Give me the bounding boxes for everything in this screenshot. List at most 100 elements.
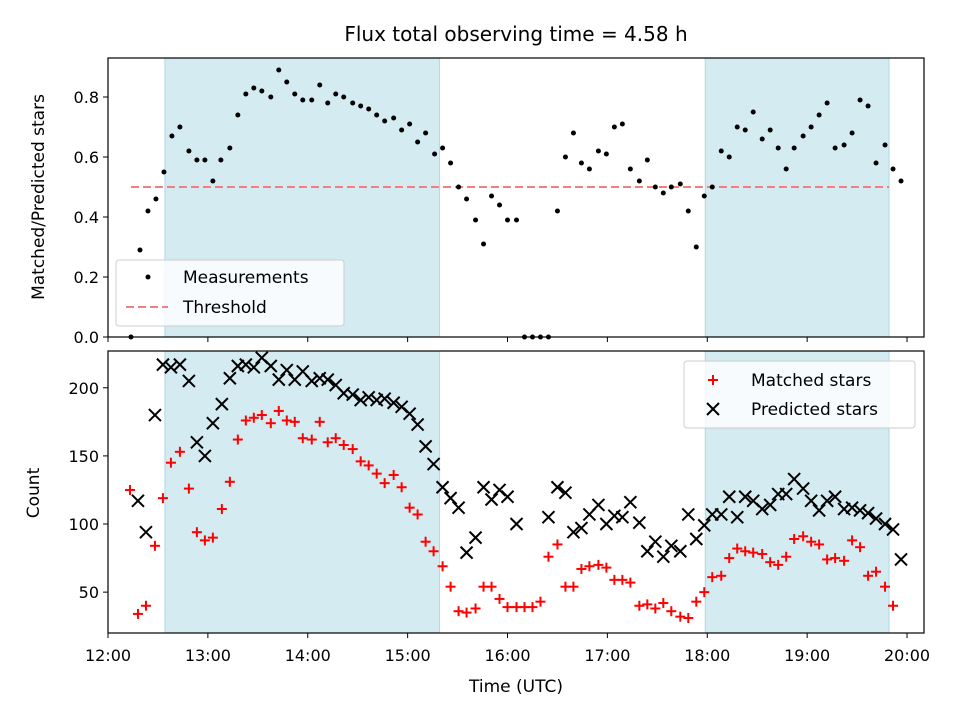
- measurement-point: [562, 154, 568, 160]
- matched-star-point: [798, 531, 809, 542]
- measurement-point: [489, 193, 495, 199]
- predicted-star-point: [386, 396, 401, 410]
- matched-star-point: [880, 581, 891, 592]
- top-y-tick-label: 0.4: [74, 208, 99, 227]
- matched-star-point: [724, 553, 735, 564]
- matched-star-point: [404, 502, 415, 513]
- measurement-point: [898, 178, 904, 184]
- predicted-star-point: [476, 480, 491, 494]
- matched-star-point: [871, 566, 882, 577]
- measurement-point: [505, 217, 511, 223]
- measurement-point: [824, 100, 830, 106]
- matched-star-point: [527, 602, 538, 613]
- predicted-star-point: [591, 498, 606, 512]
- predicted-star-point: [722, 490, 736, 504]
- measurement-point: [783, 166, 789, 172]
- predicted-star-point: [886, 522, 900, 537]
- matched-star-point: [494, 593, 505, 604]
- measurement-point: [513, 217, 519, 223]
- predicted-star-point: [566, 525, 581, 539]
- measurement-point: [685, 208, 691, 214]
- matched-star-point: [330, 433, 341, 444]
- matched-star-point: [699, 587, 710, 598]
- predicted-stars-series: [131, 351, 908, 567]
- measurement-point: [309, 97, 315, 103]
- matched-star-point: [806, 536, 817, 547]
- matched-star-point: [199, 535, 210, 546]
- bottom-x-tick-label: 14:00: [285, 646, 331, 665]
- matched-star-point: [453, 606, 464, 617]
- predicted-star-point: [484, 492, 499, 507]
- matched-star-point: [650, 603, 661, 614]
- matched-star-point: [765, 557, 776, 568]
- measurement-point: [890, 166, 896, 172]
- matched-stars-series: [124, 405, 899, 624]
- predicted-star-point: [247, 360, 261, 375]
- legend-predicted-label: Predicted stars: [751, 400, 878, 420]
- matched-star-point: [157, 493, 168, 504]
- bottom-x-tick-label: 20:00: [884, 646, 930, 665]
- measurement-point: [677, 181, 683, 187]
- matched-star-point: [149, 540, 160, 551]
- predicted-star-point: [558, 485, 573, 500]
- measurement-point: [227, 145, 233, 151]
- measurement-point: [423, 130, 429, 136]
- predicted-star-point: [156, 357, 170, 372]
- predicted-star-point: [345, 387, 360, 402]
- predicted-star-point: [410, 417, 425, 432]
- predicted-star-point: [828, 490, 842, 504]
- predicted-star-point: [305, 374, 319, 388]
- predicted-star-point: [853, 503, 867, 518]
- matched-star-point: [396, 482, 407, 493]
- predicted-star-point: [131, 494, 145, 508]
- matched-star-point: [273, 405, 284, 416]
- predicted-star-point: [509, 517, 524, 531]
- measurement-point: [636, 178, 642, 184]
- predicted-star-point: [468, 530, 483, 545]
- measurement-point: [882, 142, 888, 148]
- measurement-point: [243, 91, 249, 97]
- predicted-star-point: [182, 374, 196, 388]
- measurement-point: [137, 247, 143, 253]
- predicted-star-point: [673, 544, 688, 558]
- matched-star-point: [707, 572, 718, 583]
- matched-star-point: [420, 536, 431, 547]
- measurement-point: [391, 115, 397, 121]
- matched-star-point: [216, 504, 227, 515]
- matched-star-point: [593, 559, 604, 570]
- measurement-point: [750, 109, 756, 115]
- predicted-star-point: [878, 517, 892, 531]
- measurement-point: [145, 208, 151, 214]
- bottom-x-tick-label: 17:00: [584, 646, 630, 665]
- legend-threshold-label: Threshold: [182, 298, 267, 318]
- measurement-point: [841, 142, 847, 148]
- matched-star-point: [732, 543, 743, 554]
- measurement-point: [718, 148, 724, 154]
- measurement-point: [276, 67, 282, 73]
- measurement-point: [734, 124, 740, 130]
- measurement-point: [497, 202, 503, 208]
- matched-star-point: [822, 554, 833, 565]
- measurement-point: [341, 94, 347, 100]
- measurement-point: [235, 112, 241, 118]
- bottom-x-tick-label: 15:00: [385, 646, 431, 665]
- measurement-point: [284, 79, 290, 85]
- matched-star-point: [642, 599, 653, 610]
- measurement-point: [808, 124, 814, 130]
- matched-star-point: [502, 602, 513, 613]
- matched-star-point: [124, 484, 135, 495]
- predicted-star-point: [264, 359, 278, 373]
- matched-star-point: [830, 553, 841, 564]
- measurement-point: [350, 100, 356, 106]
- predicted-star-point: [894, 552, 908, 567]
- measurement-point: [619, 121, 625, 127]
- predicted-star-point: [443, 491, 458, 505]
- top-shaded-intervals: [164, 57, 890, 338]
- matched-star-point: [552, 539, 563, 550]
- measurement-point: [578, 160, 584, 166]
- matched-star-point: [781, 551, 792, 562]
- predicted-star-point: [738, 490, 752, 504]
- measurement-point: [202, 157, 208, 163]
- predicted-star-point: [820, 494, 834, 508]
